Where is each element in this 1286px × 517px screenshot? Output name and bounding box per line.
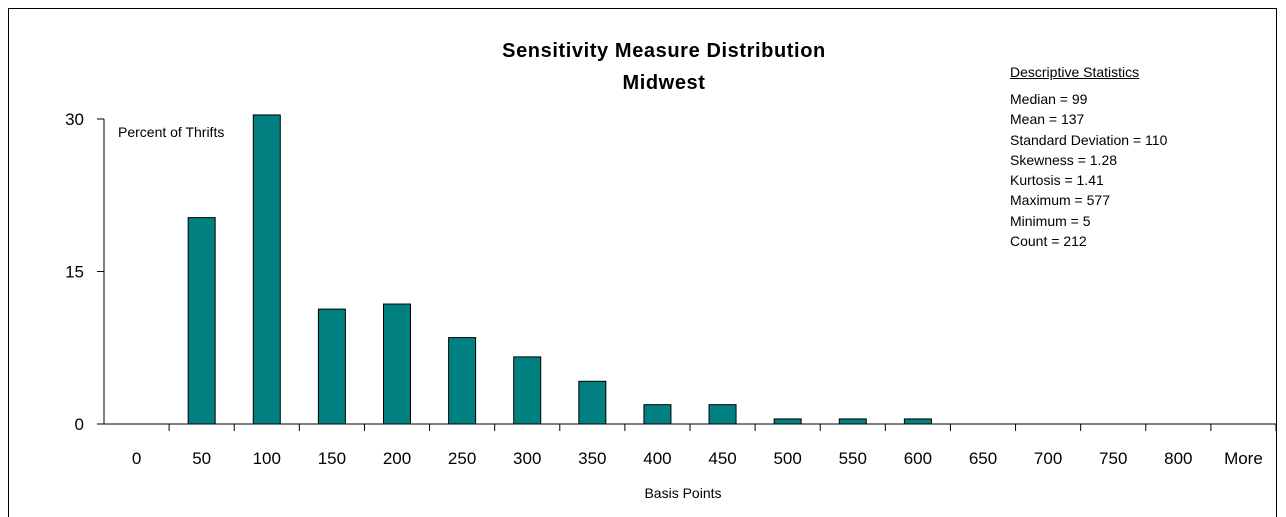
x-tick-label: 450 xyxy=(708,449,736,468)
stat-count: Count = 212 xyxy=(1010,233,1087,250)
stat-maximum: Maximum = 577 xyxy=(1010,192,1110,209)
x-tick-label: 350 xyxy=(578,449,606,468)
y-tick-label: 15 xyxy=(65,263,84,282)
x-tick-label: 150 xyxy=(318,449,346,468)
bar xyxy=(643,404,672,425)
bar xyxy=(838,418,867,425)
x-tick-label: 250 xyxy=(448,449,476,468)
x-axis-label: Basis Points xyxy=(644,485,722,501)
x-tick-label: 700 xyxy=(1034,449,1062,468)
stat-mean: Mean = 137 xyxy=(1010,111,1085,128)
x-tick-label: 500 xyxy=(773,449,801,468)
bar xyxy=(187,217,216,425)
x-tick-label: 400 xyxy=(643,449,671,468)
bar xyxy=(383,303,411,425)
x-tick-label: 300 xyxy=(513,449,541,468)
stat-minimum: Minimum = 5 xyxy=(1010,212,1091,229)
x-tick-label: 50 xyxy=(192,449,211,468)
stat-median: Median = 99 xyxy=(1010,91,1088,107)
bar xyxy=(448,337,477,425)
y-tick-label: 0 xyxy=(75,415,84,434)
x-tick-label: 550 xyxy=(839,449,867,468)
x-tick-label: More xyxy=(1224,449,1263,468)
bar xyxy=(903,418,932,425)
stat-std-dev: Standard Deviation = 110 xyxy=(1010,131,1168,148)
y-tick-label: 30 xyxy=(65,110,84,129)
x-tick-label: 100 xyxy=(253,449,281,468)
stat-kurtosis: Kurtosis = 1.41 xyxy=(1010,172,1104,189)
x-tick-label: 600 xyxy=(904,449,932,468)
bar xyxy=(252,114,281,425)
chart-title: Sensitivity Measure Distribution xyxy=(502,40,826,62)
x-tick-label: 0 xyxy=(132,449,141,468)
bar xyxy=(773,418,802,425)
bar xyxy=(578,380,607,425)
bar xyxy=(513,356,542,425)
chart-subtitle: Midwest xyxy=(622,72,706,94)
stats-header: Descriptive Statistics xyxy=(1010,64,1140,80)
x-tick-label: 650 xyxy=(969,449,997,468)
bar xyxy=(317,308,346,425)
x-tick-label: 200 xyxy=(383,449,411,468)
stats-list: Median = 99 Mean = 137 Standard Deviatio… xyxy=(1010,89,1167,251)
x-tick-label: 750 xyxy=(1099,449,1127,468)
bar xyxy=(708,404,737,425)
chart-frame xyxy=(8,8,1277,517)
stat-skewness: Skewness = 1.28 xyxy=(1010,151,1118,168)
y-axis-label: Percent of Thrifts xyxy=(118,124,225,140)
x-tick-label: 800 xyxy=(1164,449,1192,468)
